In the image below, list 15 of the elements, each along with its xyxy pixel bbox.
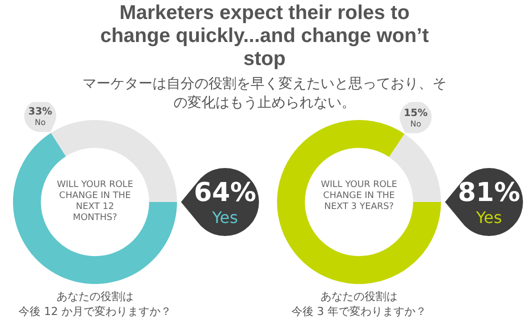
slice-label: Yes (475, 208, 502, 228)
chart-title: Marketers expect their roles to change quickly...and change won’t stop (99, 2, 430, 71)
data-label: 81% (458, 178, 520, 208)
slice-label: Yes (211, 208, 238, 228)
data-label: 15% (404, 108, 428, 119)
data-label: 64% (194, 178, 256, 208)
data-label: 33% (28, 106, 52, 118)
text: あなたの役割は (56, 290, 134, 304)
text: WILL YOUR ROLE CHANGE IN THE NEXT 3 YEARS? (320, 180, 398, 213)
text: 今後 3 年で変わりますか？ (290, 305, 428, 319)
text: 今後 12 か月で変わりますか？ (18, 305, 172, 319)
text: WILL YOUR ROLE CHANGE IN THE NEXT 12 MONTHS? (56, 180, 134, 224)
text: あなたの役割は (320, 290, 398, 304)
slice-label: No (34, 118, 46, 128)
slice-label: No (410, 119, 422, 128)
